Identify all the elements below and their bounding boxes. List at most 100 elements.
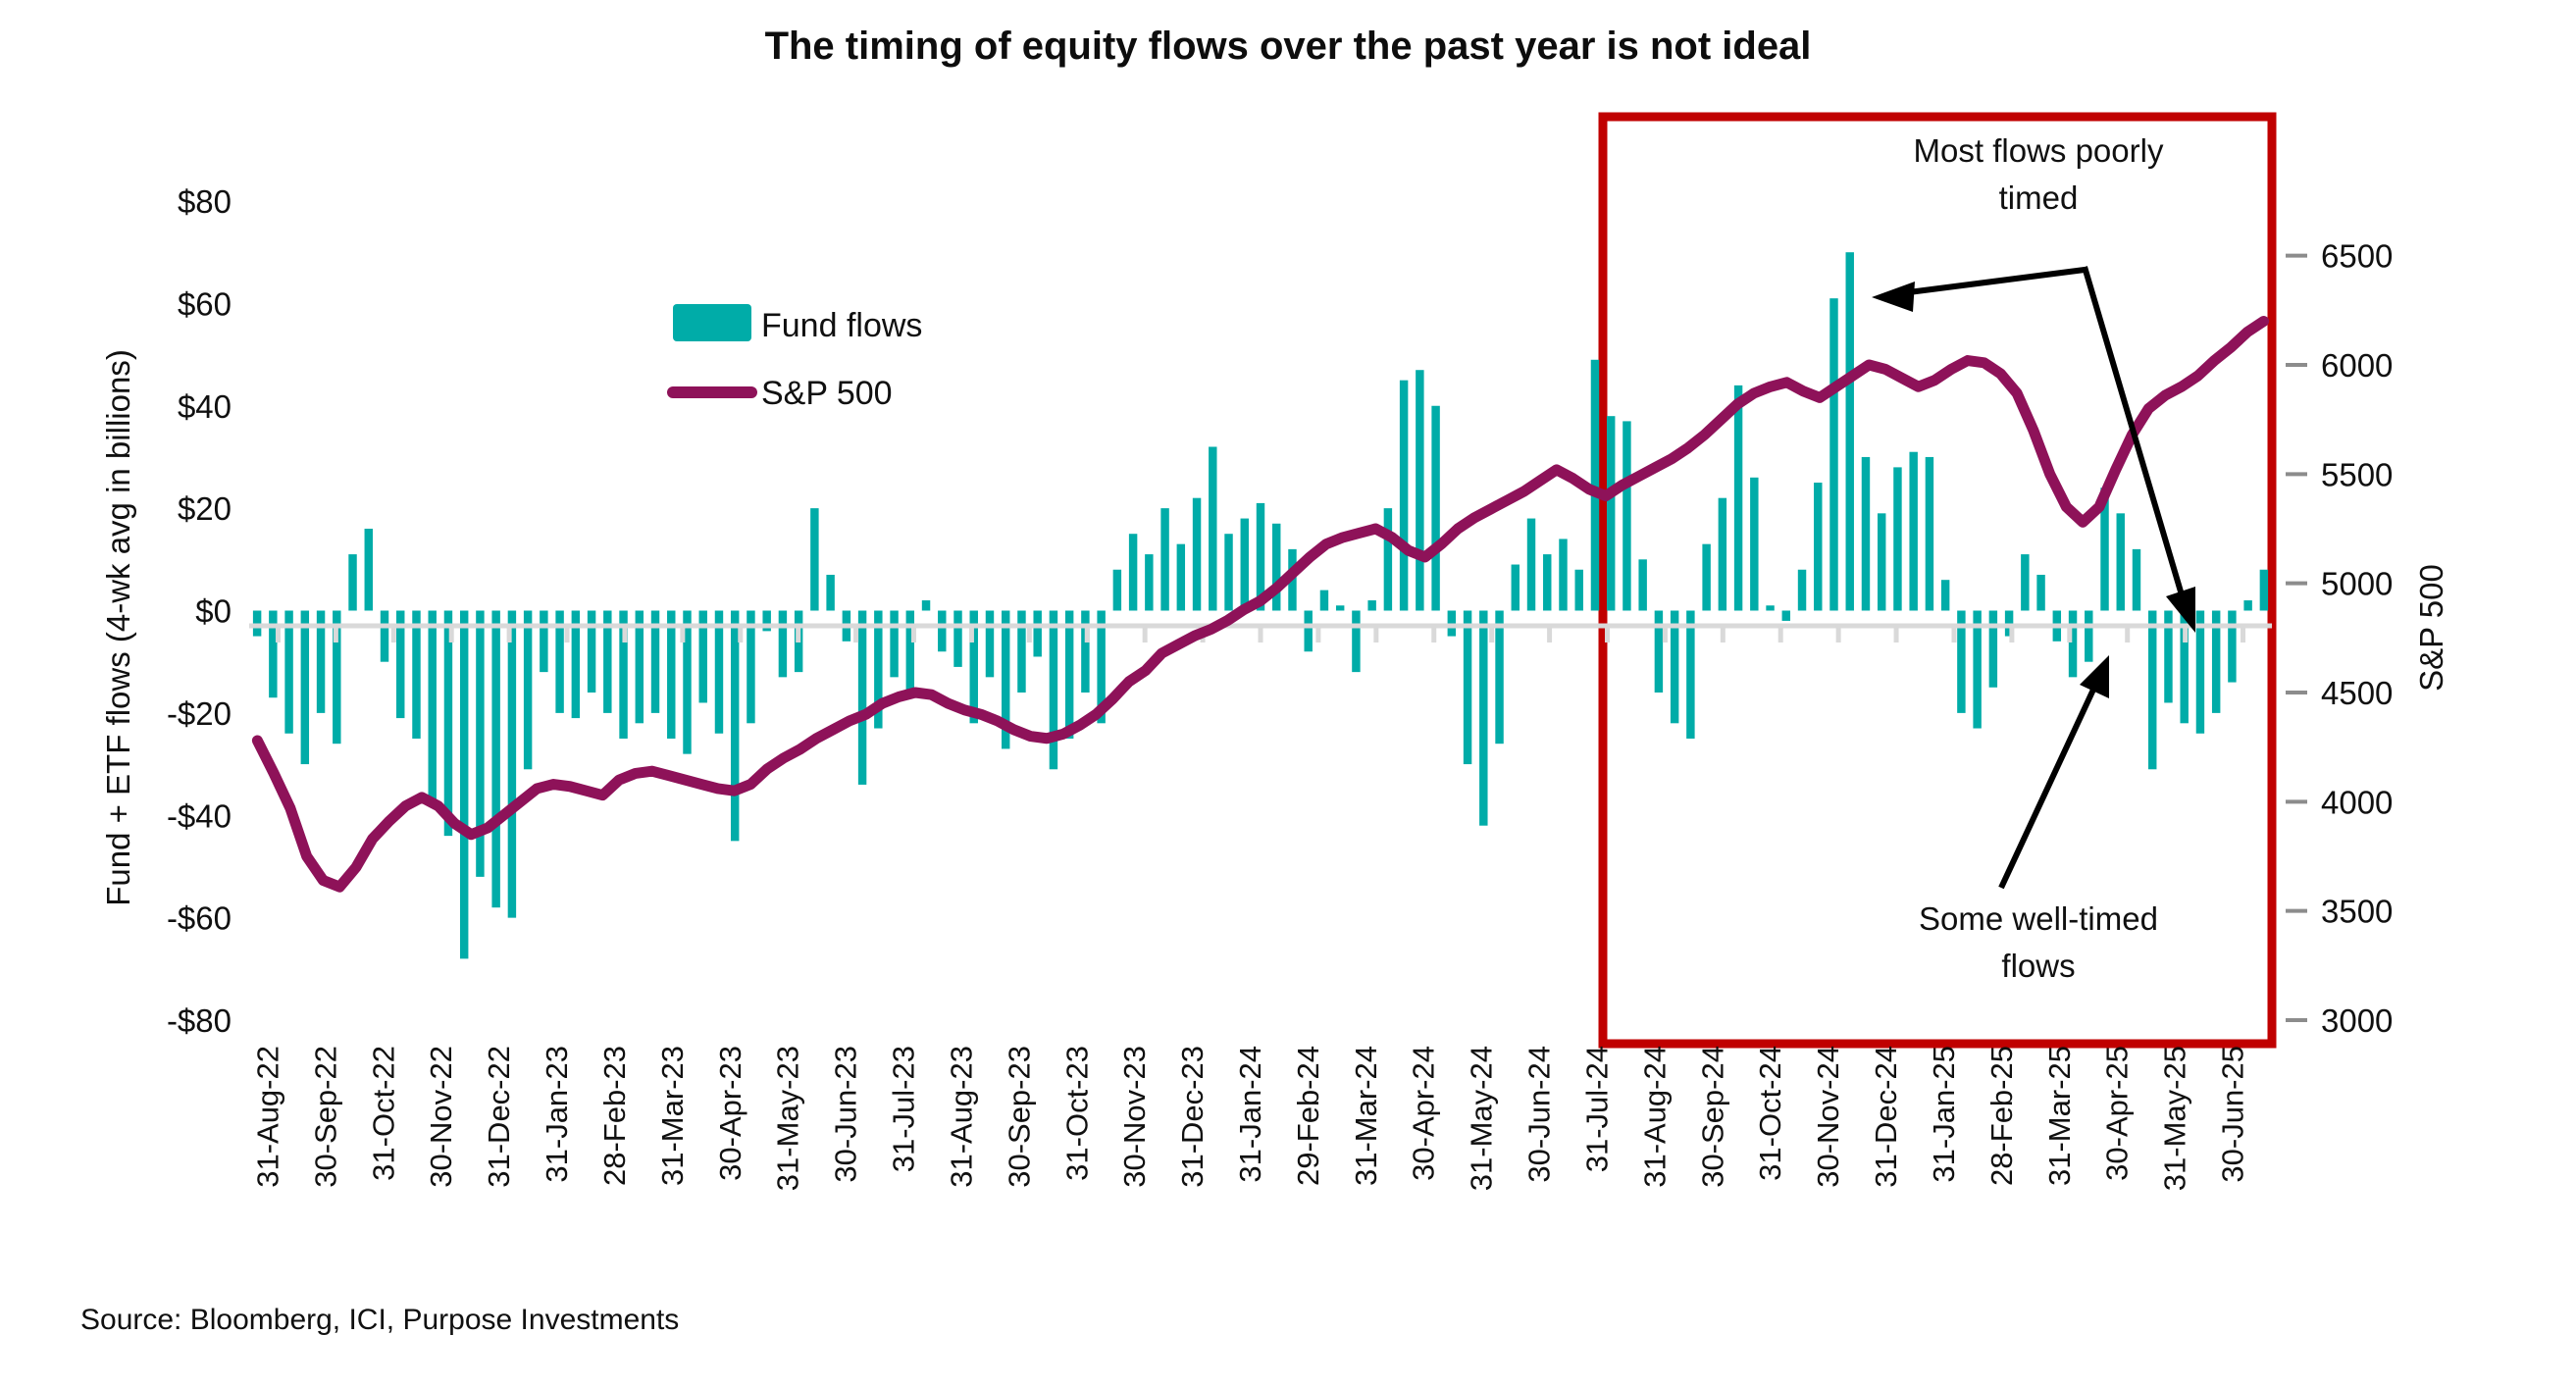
bar (1766, 605, 1775, 611)
bar (300, 610, 310, 765)
bar (730, 610, 740, 842)
bar (459, 610, 469, 959)
bar (747, 610, 755, 724)
bar (412, 610, 421, 739)
bar (2100, 488, 2109, 611)
bar (507, 610, 517, 918)
bar (826, 574, 835, 611)
bar (284, 610, 293, 734)
annotation-line-2: timed (1999, 180, 2079, 216)
bar (1128, 534, 1138, 611)
x-axis-tick-label: 30-Sep-22 (308, 1046, 342, 1188)
x-axis-tick-label: 29-Feb-24 (1291, 1046, 1325, 1186)
bar (1638, 559, 1647, 611)
bar (1940, 580, 1950, 611)
x-axis-tick-label: 30-Jun-25 (2216, 1046, 2250, 1183)
bar (2211, 610, 2221, 713)
bar (905, 610, 915, 698)
bar (1416, 370, 1424, 611)
bar (1304, 610, 1313, 652)
x-axis-tick-label: 31-Aug-24 (1637, 1046, 1672, 1188)
bar (1192, 497, 1202, 611)
bar (650, 610, 660, 713)
bar (348, 554, 357, 611)
y-axis-right-tick-label: 3000 (2321, 1002, 2393, 1039)
x-axis-tick-label: 31-Oct-24 (1753, 1046, 1787, 1181)
x-axis-tick-label: 31-Dec-22 (482, 1046, 516, 1188)
bar (1606, 416, 1616, 611)
bar (476, 610, 485, 877)
bar (587, 610, 596, 693)
legend-label-fund-flows: Fund flows (761, 307, 922, 344)
bar (1463, 610, 1472, 765)
bar (1829, 298, 1838, 611)
annotation-arrow-down (2082, 266, 2195, 633)
bar (1686, 610, 1695, 739)
x-axis-tick-label: 31-Jan-24 (1233, 1046, 1267, 1183)
y-axis-right-title: S&P 500 (2413, 564, 2449, 692)
bar (810, 508, 819, 611)
y-axis-left-tick-label: $60 (178, 285, 232, 322)
bar (969, 610, 978, 724)
bar (1176, 543, 1186, 611)
bar (380, 610, 389, 662)
bar (364, 529, 373, 611)
x-axis-tick-label: 30-Nov-22 (424, 1046, 458, 1188)
bar (2164, 610, 2173, 703)
annotation2-line-2: flows (2001, 948, 2075, 984)
bar (921, 600, 931, 611)
bar (1797, 569, 1807, 611)
bar (540, 610, 548, 673)
highlight-region-box (1598, 112, 2277, 1049)
bar (683, 610, 692, 754)
x-axis-tick-label: 31-May-24 (1465, 1046, 1499, 1191)
chart-legend: Fund flows S&P 500 (667, 304, 922, 412)
bar (857, 610, 867, 785)
y-axis-left-tick-label: -$40 (167, 797, 232, 834)
x-axis-tick-label: 31-Jul-23 (887, 1046, 921, 1172)
x-axis-tick-label: 30-Apr-23 (713, 1046, 747, 1181)
bar (1319, 590, 1329, 611)
bar (953, 610, 962, 667)
x-axis-tick-label: 28-Feb-23 (597, 1046, 632, 1186)
annotation-arrow-left (1872, 267, 2086, 312)
bar (491, 610, 500, 908)
x-axis-tick-label: 31-Mar-24 (1349, 1046, 1383, 1186)
bar (2259, 569, 2269, 611)
x-axis-tick-label: 30-Apr-25 (2100, 1046, 2135, 1181)
x-axis-tick-label: 30-Nov-23 (1117, 1046, 1152, 1188)
bar (1511, 564, 1520, 611)
bar (1590, 359, 1600, 611)
x-axis-tick-label: 31-Aug-22 (250, 1046, 284, 1188)
bar (762, 610, 771, 632)
y-axis-left-tick-label: -$20 (167, 695, 232, 732)
bar (1526, 518, 1536, 611)
annotation-most-flows-poorly-timed: Most flows poorly timed (1872, 132, 2195, 633)
x-axis-tick-label: 30-Jun-24 (1522, 1046, 1557, 1183)
x-axis-tick-label: 31-Jan-23 (540, 1046, 574, 1183)
bar (714, 610, 724, 734)
bar (1209, 446, 1217, 611)
line-series-sp500 (251, 315, 2270, 893)
annotation-some-well-timed-flows: Some well-timed flows (1919, 655, 2158, 984)
x-axis-tick-label: 30-Sep-24 (1695, 1046, 1729, 1188)
x-axis-tick-label: 31-Oct-22 (366, 1046, 400, 1181)
bar (396, 610, 405, 719)
y-axis-right-tick-label: 6500 (2321, 238, 2393, 275)
x-axis-tick-label: 31-Mar-23 (655, 1046, 690, 1186)
bar (443, 610, 453, 837)
bar (1957, 610, 1966, 713)
x-axis-tick-label: 31-Jan-25 (1927, 1046, 1961, 1183)
bar (555, 610, 564, 713)
annotation2-line-1: Some well-timed (1919, 900, 2158, 937)
bar (2195, 610, 2205, 734)
x-axis-tick-label: 31-May-25 (2158, 1046, 2192, 1191)
bar (269, 610, 278, 698)
bar (1893, 467, 1902, 611)
bar (1256, 502, 1265, 611)
legend-label-sp500: S&P 500 (761, 375, 893, 412)
bar (1750, 477, 1759, 611)
bar (1623, 421, 1631, 611)
bar (1702, 543, 1711, 611)
bar (428, 610, 437, 805)
